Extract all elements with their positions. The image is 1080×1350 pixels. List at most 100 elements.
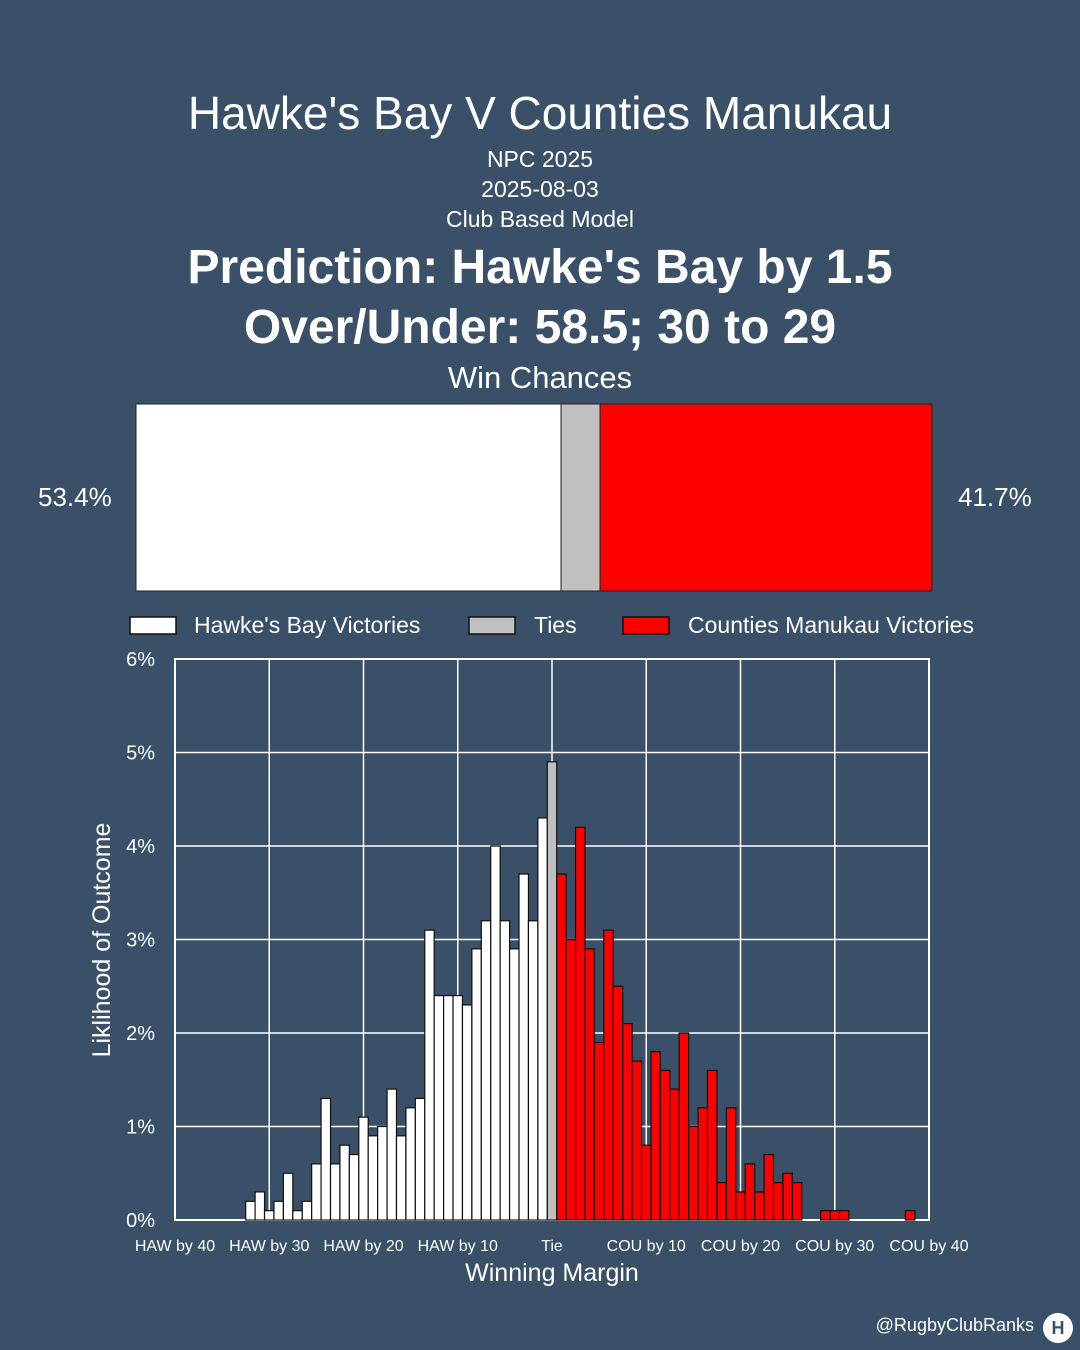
bar-away-20 [735, 1191, 746, 1221]
bar-home--25 [311, 1163, 322, 1221]
bar-home--22 [339, 1144, 350, 1221]
bar-home--18 [377, 1125, 388, 1221]
bar-away-38 [904, 1210, 916, 1221]
bar-away-17 [706, 1069, 718, 1221]
y-tick-label: 4% [126, 836, 155, 858]
bar-home--2 [527, 920, 539, 1221]
bar-home--32 [245, 1200, 256, 1221]
y-tick-label: 6% [126, 649, 155, 671]
bar-home--26 [301, 1200, 313, 1221]
bar-away-6 [603, 929, 614, 1221]
bar-away-5 [593, 1041, 605, 1221]
bar-home--11 [443, 994, 454, 1221]
bar-home--17 [386, 1088, 398, 1221]
bar-away-23 [763, 1153, 775, 1221]
bar-home--9 [461, 1004, 473, 1221]
bar-away-1 [556, 873, 567, 1221]
bar-away-7 [612, 985, 624, 1221]
credit-text: @RugbyClubRanks [875, 1315, 1034, 1335]
home-win-percent: 53.4% [38, 482, 112, 512]
x-tick-label: HAW by 30 [229, 1238, 309, 1255]
bar-away-12 [659, 1069, 671, 1221]
bar-tie-0 [546, 761, 558, 1221]
legend: Hawke's Bay Victories Ties Counties Manu… [129, 612, 974, 638]
bar-home--30 [263, 1210, 275, 1221]
away-win-percent: 41.7% [958, 482, 1032, 512]
bar-away-13 [669, 1088, 680, 1221]
x-axis-ticks: HAW by 40 HAW by 30 HAW by 20 HAW by 10 Tie C… [135, 1238, 969, 1255]
bar-away-30 [829, 1210, 841, 1221]
bar-home--7 [480, 920, 492, 1221]
win-chances-bar [135, 403, 933, 592]
bar-away-9 [631, 1060, 643, 1221]
bar-away-25 [782, 1172, 793, 1221]
legend-swatch-home [129, 616, 177, 635]
y-tick-label: 5% [126, 743, 155, 765]
win-segment-tie [560, 403, 601, 592]
bar-home--27 [292, 1210, 303, 1221]
histogram-bars [245, 761, 916, 1221]
bar-home--1 [537, 817, 548, 1221]
x-tick-label: COU by 20 [701, 1238, 780, 1255]
y-axis-ticks: 0% 1% 2% 3% 4% 5% 6% [126, 649, 155, 1232]
bar-home--23 [329, 1163, 341, 1221]
win-segment-home [135, 403, 562, 592]
bar-home--13 [424, 929, 435, 1221]
legend-swatch-away [622, 616, 670, 635]
bar-home--5 [499, 920, 511, 1221]
bar-home--16 [395, 1135, 407, 1221]
x-tick-label: COU by 30 [795, 1238, 874, 1255]
match-date: 2025-08-03 [481, 176, 599, 202]
bar-home--21 [348, 1153, 360, 1221]
x-axis-label: Winning Margin [465, 1259, 639, 1287]
bar-away-19 [725, 1107, 737, 1221]
bar-home--28 [282, 1172, 294, 1221]
legend-label-home: Hawke's Bay Victories [194, 612, 420, 638]
chart-title: Hawke's Bay V Counties Manukau [187, 87, 893, 139]
bar-away-14 [678, 1032, 690, 1221]
bar-home--19 [367, 1135, 379, 1221]
bar-home--14 [414, 1097, 426, 1221]
legend-label-tie: Ties [534, 612, 577, 638]
bar-home--10 [452, 994, 464, 1221]
bar-away-31 [838, 1210, 850, 1221]
legend-label-away: Counties Manukau Victories [688, 612, 974, 638]
bar-away-26 [791, 1181, 803, 1221]
bar-home--24 [320, 1097, 332, 1221]
bar-away-10 [640, 1144, 652, 1221]
y-axis-label: Liklihood of Outcome [88, 823, 116, 1058]
bar-away-11 [650, 1051, 661, 1221]
win-chances-heading: Win Chances [447, 360, 633, 395]
bar-away-21 [744, 1163, 756, 1221]
model-label: Club Based Model [446, 206, 634, 232]
bar-home--4 [508, 948, 520, 1221]
bar-home--20 [358, 1116, 369, 1221]
bar-away-22 [754, 1191, 765, 1221]
rugby-club-ranks-logo-icon: H [1043, 1313, 1073, 1343]
y-tick-label: 1% [126, 1117, 155, 1139]
y-tick-label: 2% [126, 1023, 155, 1045]
win-segment-away [599, 403, 933, 592]
over-under-text: Over/Under: 58.5; 30 to 29 [243, 301, 837, 354]
competition-label: NPC 2025 [486, 146, 594, 172]
bar-away-3 [574, 826, 586, 1221]
bar-away-29 [820, 1210, 831, 1221]
prediction-text: Prediction: Hawke's Bay by 1.5 [187, 241, 893, 294]
bar-away-16 [697, 1107, 709, 1221]
bar-home--8 [471, 948, 482, 1221]
bar-home--3 [518, 873, 530, 1221]
x-tick-label: HAW by 20 [323, 1238, 403, 1255]
x-tick-label: HAW by 40 [135, 1238, 215, 1255]
legend-swatch-tie [468, 616, 516, 635]
x-tick-label: HAW by 10 [418, 1238, 498, 1255]
bar-home--31 [254, 1191, 266, 1221]
bar-away-4 [584, 948, 596, 1221]
bar-away-24 [772, 1181, 784, 1221]
bar-away-18 [716, 1181, 727, 1221]
bar-home--12 [433, 994, 445, 1221]
x-tick-label: Tie [541, 1238, 563, 1255]
bar-home--6 [490, 845, 501, 1221]
bar-home--15 [405, 1107, 416, 1221]
x-tick-label: COU by 10 [607, 1238, 686, 1255]
